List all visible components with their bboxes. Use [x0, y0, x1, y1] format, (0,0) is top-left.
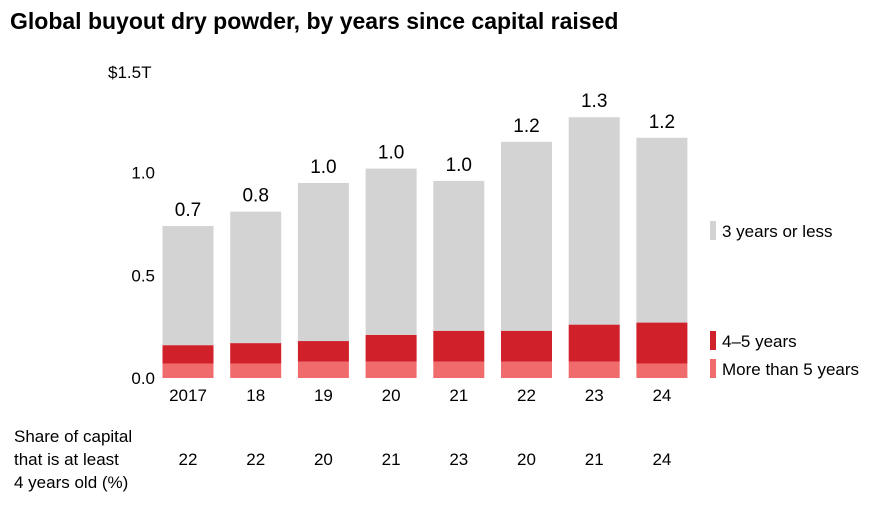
x-category-label: 19 — [314, 386, 333, 405]
x-category-label: 24 — [652, 386, 671, 405]
share-row-label: that is at least — [14, 450, 119, 469]
bar-segment-3-years-or-less — [230, 211, 282, 344]
legend-swatch — [710, 359, 716, 378]
bar-segment-more-than-5-years — [297, 361, 349, 378]
bar-segment-more-than-5-years — [636, 363, 688, 378]
legend-entry: More than 5 years — [722, 360, 859, 379]
y-unit-label: $1.5T — [108, 63, 151, 82]
bar-total-label: 1.0 — [446, 155, 472, 176]
bar-segment-4-5-years — [433, 330, 485, 362]
legend-swatch — [710, 221, 716, 240]
x-category-label: 23 — [585, 386, 604, 405]
x-category-label: 20 — [382, 386, 401, 405]
bar-segment-more-than-5-years — [433, 361, 485, 378]
y-tick-label: 0.0 — [131, 369, 155, 388]
bar-segment-4-5-years — [297, 341, 349, 362]
legend-entry: 3 years or less — [722, 222, 833, 241]
bar-segment-3-years-or-less — [501, 141, 552, 331]
share-value: 20 — [314, 450, 333, 469]
bar-segment-4-5-years — [365, 334, 417, 362]
x-category-label: 21 — [449, 386, 468, 405]
bar-total-label: 1.0 — [378, 143, 404, 164]
share-row-label: 4 years old (%) — [14, 473, 128, 492]
bar-segment-more-than-5-years — [568, 361, 620, 378]
bar-total-label: 0.8 — [242, 186, 268, 207]
bar-total-label: 1.3 — [581, 91, 607, 112]
bar-total-label: 1.2 — [649, 112, 675, 133]
bar-segment-4-5-years — [568, 324, 620, 362]
bar-segment-3-years-or-less — [297, 182, 349, 342]
bar-total-label: 1.0 — [310, 157, 336, 178]
share-value: 24 — [652, 450, 671, 469]
bar-segment-3-years-or-less — [433, 180, 485, 331]
bar-total-label: 0.7 — [175, 200, 201, 221]
bar-segment-4-5-years — [230, 343, 282, 364]
x-category-label: 18 — [246, 386, 265, 405]
bar-total-label: 1.2 — [513, 116, 539, 137]
bar-segment-3-years-or-less — [365, 168, 417, 335]
share-value: 20 — [517, 450, 536, 469]
share-value: 23 — [449, 450, 468, 469]
chart-title: Global buyout dry powder, by years since… — [10, 8, 618, 34]
bar-segment-4-5-years — [162, 345, 214, 364]
bar-segment-more-than-5-years — [230, 363, 282, 378]
bar-segment-more-than-5-years — [162, 363, 214, 378]
share-value: 21 — [382, 450, 401, 469]
share-row-label: Share of capital — [14, 427, 132, 446]
x-category-label: 22 — [517, 386, 536, 405]
bar-segment-more-than-5-years — [365, 361, 417, 378]
bar-segment-more-than-5-years — [501, 361, 552, 378]
legend-swatch — [710, 331, 716, 350]
bar-segment-3-years-or-less — [568, 117, 620, 325]
x-category-label: 2017 — [169, 386, 207, 405]
bar-segment-3-years-or-less — [636, 137, 688, 323]
bar-segment-3-years-or-less — [162, 226, 214, 346]
y-tick-label: 1.0 — [131, 164, 155, 183]
share-value: 21 — [585, 450, 604, 469]
bar-segment-4-5-years — [501, 330, 552, 362]
y-tick-label: 0.5 — [131, 266, 155, 285]
legend-entry: 4–5 years — [722, 332, 797, 351]
share-value: 22 — [246, 450, 265, 469]
share-value: 22 — [179, 450, 198, 469]
bar-segment-4-5-years — [636, 322, 688, 364]
